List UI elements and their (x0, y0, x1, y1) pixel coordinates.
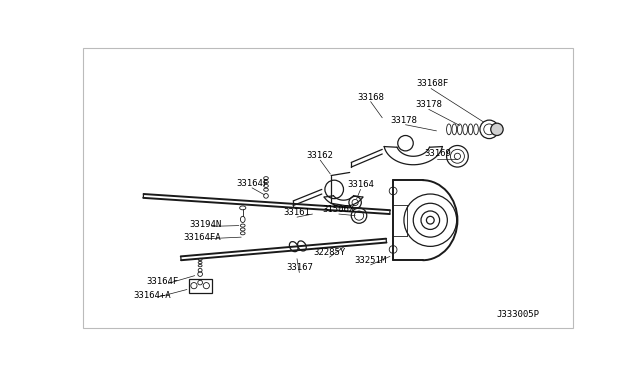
Circle shape (491, 123, 503, 135)
Text: 33167: 33167 (286, 263, 313, 272)
Text: 33169: 33169 (424, 150, 451, 158)
Text: 33178: 33178 (390, 116, 417, 125)
Text: 33194N: 33194N (189, 220, 221, 229)
Text: J333005P: J333005P (497, 310, 540, 319)
Bar (189, 279, 212, 293)
Text: 33168: 33168 (357, 93, 384, 102)
Text: 33178: 33178 (415, 100, 442, 109)
Text: 33164F: 33164F (236, 179, 268, 188)
Text: 33161: 33161 (284, 208, 310, 217)
Text: 33164F: 33164F (146, 277, 179, 286)
Text: 33251M: 33251M (355, 256, 387, 265)
Text: 33168F: 33168F (417, 78, 449, 88)
Text: 33164: 33164 (347, 180, 374, 189)
Text: 32285Y: 32285Y (314, 248, 346, 257)
Text: 33164+A: 33164+A (133, 291, 171, 300)
Text: 33164FA: 33164FA (183, 232, 221, 242)
Text: 31506X: 31506X (323, 205, 355, 214)
Text: 33162: 33162 (307, 151, 333, 160)
